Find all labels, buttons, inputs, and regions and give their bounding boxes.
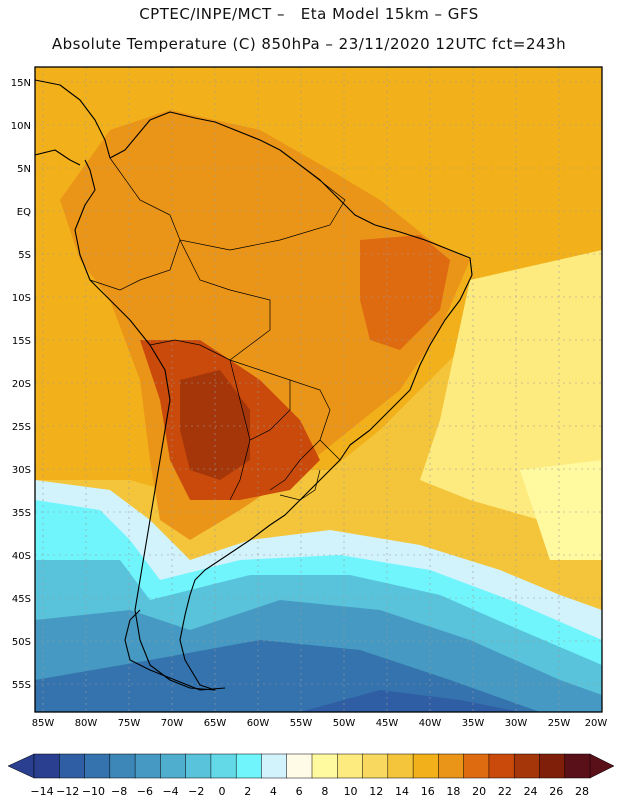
colorbar-label: −2 (188, 785, 204, 798)
colorbar-label: 12 (369, 785, 383, 798)
country-borders (89, 157, 346, 501)
colorbar-swatch (488, 753, 515, 779)
colorbar-swatch (539, 753, 566, 779)
colorbar-label: −6 (137, 785, 153, 798)
colorbar-swatch (513, 753, 541, 779)
plot-frame (34, 66, 603, 713)
colorbar-label: 0 (219, 785, 226, 798)
lon-label: 85W (32, 718, 55, 729)
lat-label: 35S (12, 508, 31, 519)
colorbar-swatch (84, 753, 111, 779)
lat-label: 15N (11, 78, 31, 89)
colorbar-label: 2 (244, 785, 251, 798)
lat-label: 5N (17, 164, 31, 175)
colorbar-label: 4 (270, 785, 277, 798)
colorbar-label: 14 (395, 785, 409, 798)
colorbar-label: 18 (446, 785, 460, 798)
colorbar-label: 22 (498, 785, 512, 798)
colorbar-swatch (463, 753, 490, 779)
colorbar-label: 20 (472, 785, 486, 798)
colorbar-swatch (261, 753, 288, 779)
lat-label: 15S (12, 336, 31, 347)
map-subtitle: Absolute Temperature (C) 850hPa – 23/11/… (51, 35, 567, 53)
lat-label: 50S (12, 637, 31, 648)
colorbar-label: −14 (30, 785, 53, 798)
lat-label: EQ (17, 207, 31, 218)
colorbar-swatch (362, 753, 389, 779)
colorbar-label: 8 (321, 785, 328, 798)
colorbar-swatch (438, 753, 465, 779)
colorbar-swatch (412, 753, 439, 779)
colorbar-swatch (286, 753, 313, 779)
lon-label: 20W (585, 718, 608, 729)
colorbar-swatch (160, 753, 187, 779)
colorbar-arrow-high (589, 753, 615, 779)
graticule (35, 67, 602, 712)
colorbar-swatch (33, 753, 60, 779)
colorbar-label: 28 (575, 785, 589, 798)
temperature-field (35, 67, 602, 712)
colorbar-swatch (337, 753, 364, 779)
lon-label: 30W (505, 718, 528, 729)
colorbar-label: −10 (82, 785, 105, 798)
lat-label: 10N (11, 121, 31, 132)
latitude-labels: 15N 10N 5N EQ 5S 10S 15S 20S 25S 30S 35S… (11, 78, 31, 691)
lon-label: 25W (548, 718, 571, 729)
lon-label: 55W (290, 718, 313, 729)
colorbar-label: −8 (111, 785, 127, 798)
colorbar-label: 16 (421, 785, 435, 798)
colorbar: −14 −12 −10 −8 −6 −4 −2 0 2 4 6 8 10 12 14 16 18 20 22 24 26… (7, 753, 615, 798)
coastline (35, 79, 473, 691)
lon-label: 70W (161, 718, 184, 729)
colorbar-swatch (387, 753, 414, 779)
lat-label: 5S (18, 250, 31, 261)
colorbar-label: −4 (162, 785, 178, 798)
lon-label: 50W (333, 718, 356, 729)
colorbar-swatch (564, 753, 591, 779)
lon-label: 45W (376, 718, 399, 729)
lon-label: 65W (204, 718, 227, 729)
lat-label: 55S (12, 680, 31, 691)
colorbar-swatch (109, 753, 136, 779)
colorbar-arrow-low (7, 753, 35, 779)
colorbar-swatch (311, 753, 338, 779)
colorbar-label: 6 (296, 785, 303, 798)
colorbar-swatch (185, 753, 212, 779)
colorbar-swatch (59, 753, 86, 779)
colorbar-label: 26 (549, 785, 563, 798)
colorbar-swatch (134, 753, 161, 779)
lat-label: 45S (12, 594, 31, 605)
lon-label: 75W (118, 718, 141, 729)
lat-label: 30S (12, 465, 31, 476)
colorbar-label: −12 (56, 785, 79, 798)
map-title: CPTEC/INPE/MCT – Eta Model 15km – GFS (139, 5, 479, 23)
lon-label: 40W (419, 718, 442, 729)
lat-label: 40S (12, 551, 31, 562)
colorbar-swatch (210, 753, 237, 779)
lon-label: 80W (75, 718, 98, 729)
colorbar-label: 24 (524, 785, 538, 798)
lat-label: 10S (12, 293, 31, 304)
longitude-labels: 85W 80W 75W 70W 65W 60W 55W 50W 45W 40W … (32, 718, 608, 729)
lat-label: 25S (12, 422, 31, 433)
colorbar-label: 10 (344, 785, 358, 798)
lon-label: 60W (247, 718, 270, 729)
colorbar-swatch (235, 753, 263, 779)
lat-label: 20S (12, 379, 31, 390)
lon-label: 35W (462, 718, 485, 729)
